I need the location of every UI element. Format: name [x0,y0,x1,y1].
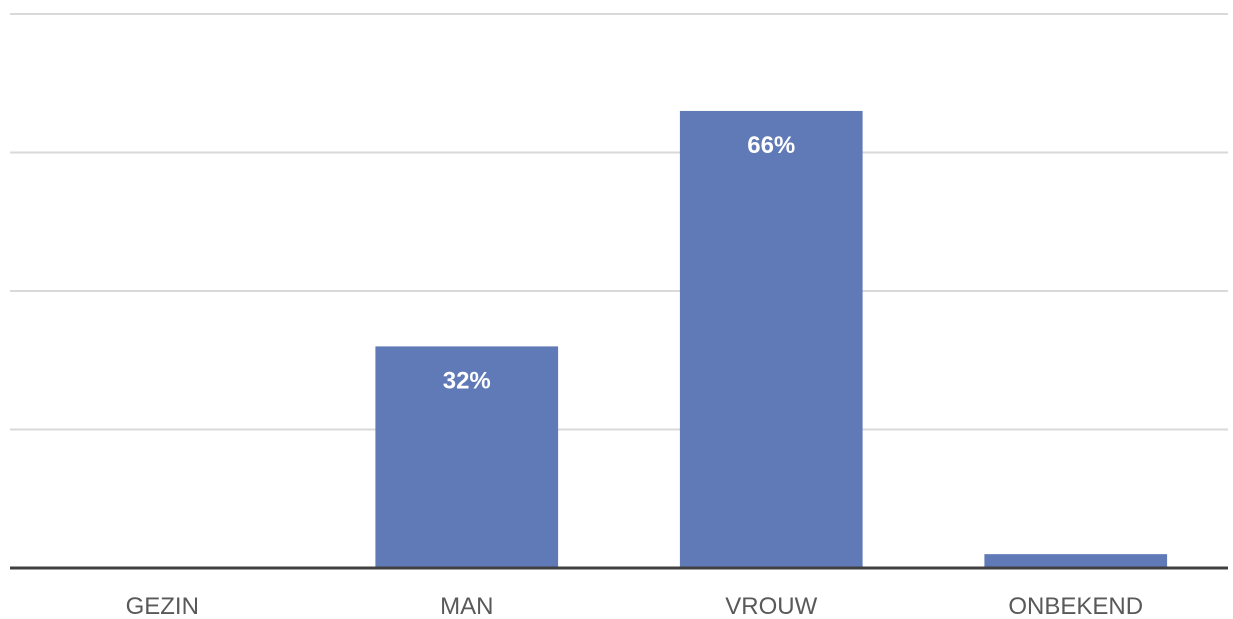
gridlines [10,13,1228,431]
x-tick-label-onbekend: ONBEKEND [1008,593,1143,619]
x-tick-label-vrouw: VROUW [725,593,817,619]
x-tick-label-gezin: GEZIN [126,593,199,619]
x-tick-labels: GEZIN MAN VROUW ONBEKEND [126,593,1144,619]
data-label-vrouw: 66% [747,132,795,159]
bars [375,110,1168,568]
bar-onbekend [984,554,1168,568]
x-tick-label-man: MAN [440,593,493,619]
data-label-man: 32% [443,367,491,394]
bar-vrouw [679,110,863,568]
bar-man [375,346,559,568]
data-labels: 32% 66% [443,132,796,394]
